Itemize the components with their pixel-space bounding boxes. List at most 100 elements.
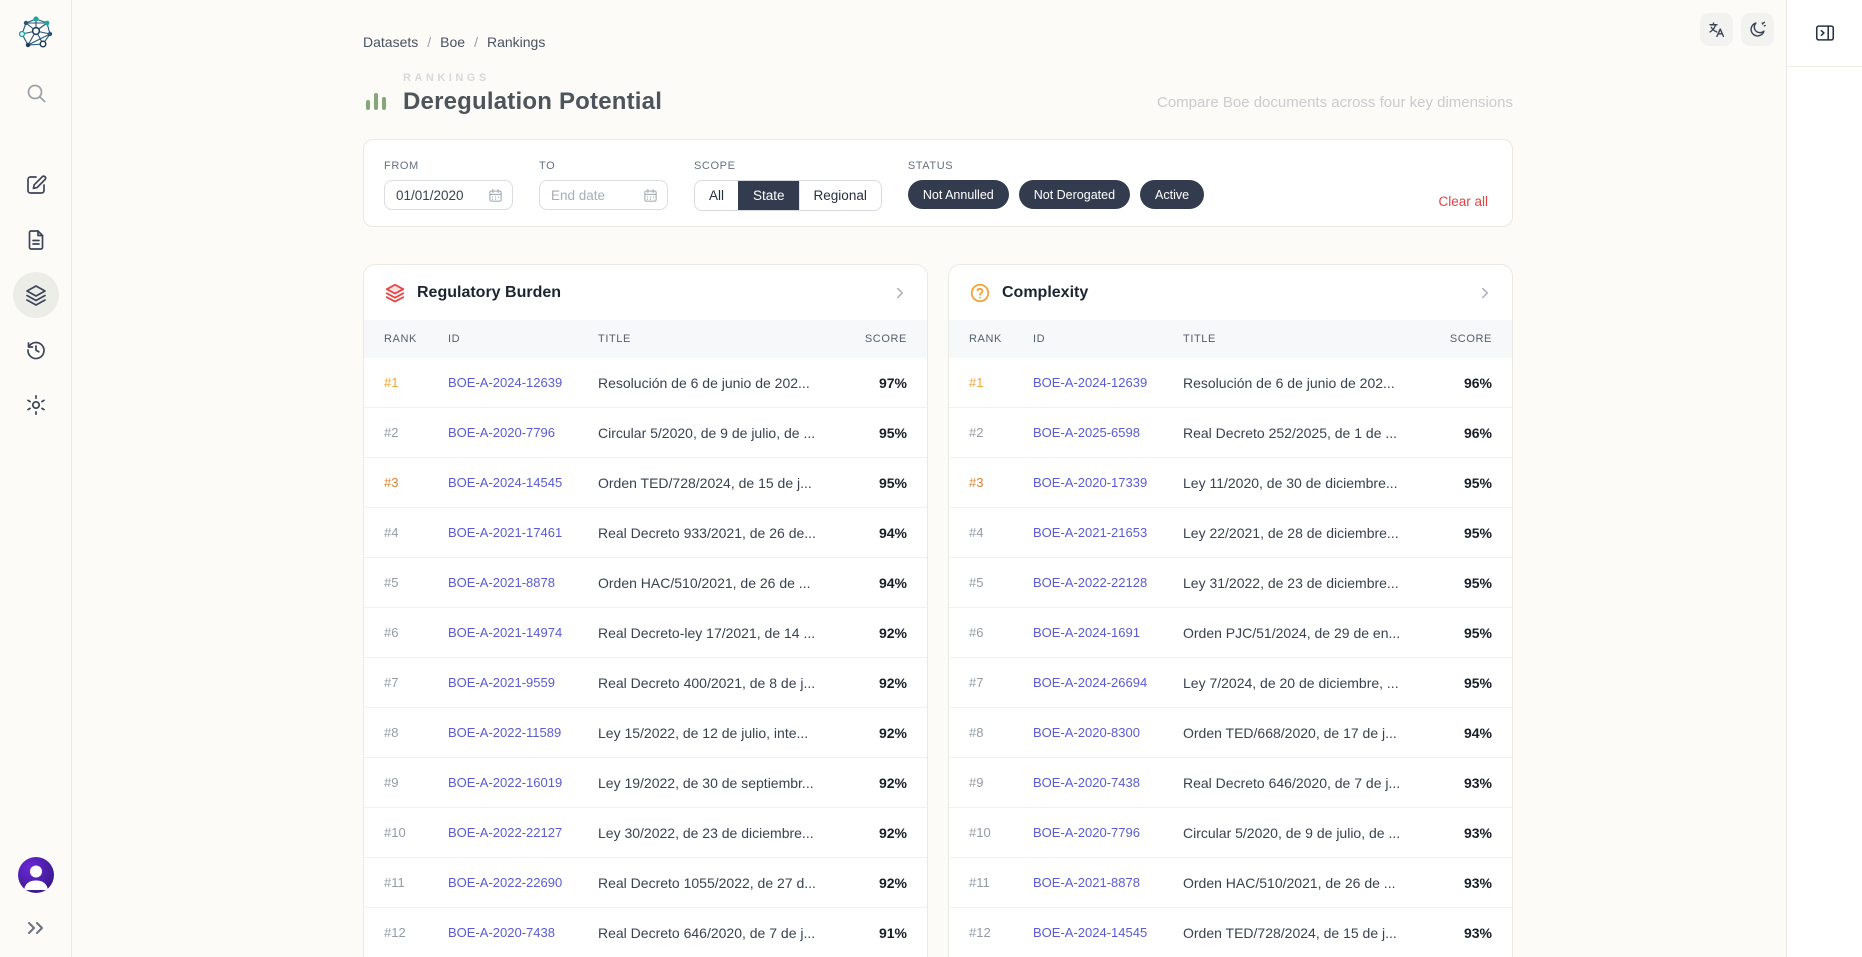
- doc-id-link[interactable]: BOE-A-2024-12639: [448, 375, 563, 390]
- table-row[interactable]: #1 BOE-A-2024-12639 Resolución de 6 de jun…: [949, 358, 1512, 408]
- table-row[interactable]: #7 BOE-A-2024-26694 Ley 7/2024, de 20 de d…: [949, 658, 1512, 708]
- to-date-input[interactable]: End date: [539, 180, 668, 210]
- rank-cell: #1: [969, 375, 984, 390]
- status-chip-active[interactable]: Active: [1140, 180, 1205, 209]
- doc-id-link[interactable]: BOE-A-2022-11589: [448, 725, 562, 740]
- table-row[interactable]: #12 BOE-A-2024-14545 Orden TED/728/2024, d…: [949, 908, 1512, 957]
- table-row[interactable]: #4 BOE-A-2021-17461 Real Decreto 933/2021,…: [364, 508, 927, 558]
- rank-cell: #2: [384, 425, 399, 440]
- score-cell: 92%: [878, 624, 907, 641]
- doc-title-cell: Circular 5/2020, de 9 de julio, de ...: [598, 424, 816, 441]
- doc-id-link[interactable]: BOE-A-2021-21653: [1033, 525, 1148, 540]
- panel-right-toggle-icon[interactable]: [1814, 22, 1836, 44]
- table-row[interactable]: #5 BOE-A-2021-8878 Orden HAC/510/2021, de …: [364, 558, 927, 608]
- doc-id-link[interactable]: BOE-A-2025-6598: [1033, 425, 1140, 440]
- table-row[interactable]: #6 BOE-A-2021-14974 Real Decreto-ley 17/20…: [364, 608, 927, 658]
- rank-cell: #5: [969, 575, 984, 590]
- card-title: Regulatory Burden: [417, 283, 562, 301]
- doc-id-link[interactable]: BOE-A-2022-16019: [448, 775, 563, 790]
- rank-cell: #10: [969, 825, 991, 840]
- table-row[interactable]: #2 BOE-A-2025-6598 Real Decreto 252/2025, …: [949, 408, 1512, 458]
- doc-id-link[interactable]: BOE-A-2021-8878: [448, 575, 555, 590]
- doc-id-link[interactable]: BOE-A-2022-22690: [448, 875, 563, 890]
- table-row[interactable]: #7 BOE-A-2021-9559 Real Decreto 400/2021, …: [364, 658, 927, 708]
- from-date-input[interactable]: 01/01/2020: [384, 180, 513, 210]
- table-row[interactable]: #6 BOE-A-2024-1691 Orden PJC/51/2024, de 2…: [949, 608, 1512, 658]
- rank-cell: #9: [969, 775, 984, 790]
- table-row[interactable]: #8 BOE-A-2022-11589 Ley 15/2022, de 12 de …: [364, 708, 927, 758]
- doc-id-link[interactable]: BOE-A-2020-8300: [1033, 725, 1140, 740]
- doc-id-link[interactable]: BOE-A-2022-22128: [1033, 575, 1148, 590]
- bar-chart-icon: [363, 86, 390, 113]
- rank-cell: #8: [969, 725, 984, 740]
- calendar-icon[interactable]: [643, 188, 658, 203]
- status-chip-not-annulled[interactable]: Not Annulled: [907, 180, 1009, 209]
- double-chevron-right-icon[interactable]: [25, 919, 47, 937]
- doc-id-link[interactable]: BOE-A-2020-7438: [448, 925, 555, 940]
- score-cell: 93%: [1463, 824, 1492, 841]
- doc-title-cell: Ley 11/2020, de 30 de diciembre...: [1183, 474, 1398, 491]
- score-cell: 95%: [1463, 574, 1492, 591]
- table-row[interactable]: #8 BOE-A-2020-8300 Orden TED/668/2020, de …: [949, 708, 1512, 758]
- table-row[interactable]: #10 BOE-A-2022-22127 Ley 30/2022, de 23 de…: [364, 808, 927, 858]
- search-icon[interactable]: [13, 70, 59, 116]
- doc-title-cell: Ley 30/2022, de 23 de diciembre...: [598, 824, 814, 841]
- table-row[interactable]: #1 BOE-A-2024-12639 Resolución de 6 de jun…: [364, 358, 927, 408]
- table-row[interactable]: #5 BOE-A-2022-22128 Ley 31/2022, de 23 de …: [949, 558, 1512, 608]
- chevron-right-icon[interactable]: [891, 284, 909, 302]
- history-icon[interactable]: [13, 327, 59, 373]
- breadcrumb-datasets[interactable]: Datasets: [363, 34, 419, 50]
- column-id: ID: [1033, 333, 1046, 345]
- table-row[interactable]: #10 BOE-A-2020-7796 Circular 5/2020, de 9 …: [949, 808, 1512, 858]
- calendar-icon[interactable]: [488, 188, 503, 203]
- doc-id-link[interactable]: BOE-A-2024-26694: [1033, 675, 1148, 690]
- scope-option-state[interactable]: State: [738, 181, 799, 210]
- doc-id-link[interactable]: BOE-A-2024-12639: [1033, 375, 1148, 390]
- status-group: STATUS Not Annulled Not Derogated Active: [907, 160, 1205, 209]
- breadcrumb-boe[interactable]: Boe: [440, 34, 466, 50]
- table-row[interactable]: #11 BOE-A-2021-8878 Orden HAC/510/2021, de…: [949, 858, 1512, 908]
- app-logo-network-icon[interactable]: [16, 12, 56, 52]
- main-area: Datasets / Boe / Rankings RANKINGS Dereg…: [72, 0, 1786, 957]
- score-cell: 94%: [1463, 724, 1492, 741]
- table-row[interactable]: #9 BOE-A-2020-7438 Real Decreto 646/2020, …: [949, 758, 1512, 808]
- user-avatar[interactable]: [17, 857, 54, 893]
- chevron-right-icon[interactable]: [1476, 284, 1494, 302]
- clear-all-button[interactable]: Clear all: [1438, 194, 1488, 209]
- scope-option-regional[interactable]: Regional: [798, 181, 881, 210]
- card-header: Complexity: [949, 265, 1512, 320]
- rank-cell: #6: [384, 625, 399, 640]
- table-row[interactable]: #12 BOE-A-2020-7438 Real Decreto 646/2020,…: [364, 908, 927, 957]
- auto-dark-mode-icon[interactable]: [1741, 13, 1774, 46]
- settings-gear-icon[interactable]: [13, 382, 59, 428]
- doc-id-link[interactable]: BOE-A-2020-17339: [1033, 475, 1148, 490]
- doc-id-link[interactable]: BOE-A-2021-14974: [448, 625, 563, 640]
- page-title: Deregulation Potential: [403, 88, 663, 115]
- document-icon[interactable]: [13, 217, 59, 263]
- doc-id-link[interactable]: BOE-A-2020-7796: [448, 425, 555, 440]
- table-row[interactable]: #3 BOE-A-2024-14545 Orden TED/728/2024, de…: [364, 458, 927, 508]
- doc-id-link[interactable]: BOE-A-2024-14545: [1033, 925, 1148, 940]
- table-row[interactable]: #3 BOE-A-2020-17339 Ley 11/2020, de 30 de …: [949, 458, 1512, 508]
- table-row[interactable]: #2 BOE-A-2020-7796 Circular 5/2020, de 9 d…: [364, 408, 927, 458]
- status-chip-not-derogated[interactable]: Not Derogated: [1018, 180, 1131, 209]
- doc-id-link[interactable]: BOE-A-2021-17461: [448, 525, 563, 540]
- rank-cell: #2: [969, 425, 984, 440]
- page-eyebrow: RANKINGS: [403, 72, 490, 84]
- layers-icon[interactable]: [12, 272, 59, 318]
- scope-option-all[interactable]: All: [695, 181, 739, 210]
- doc-id-link[interactable]: BOE-A-2021-8878: [1033, 875, 1140, 890]
- doc-id-link[interactable]: BOE-A-2020-7438: [1033, 775, 1140, 790]
- compose-icon[interactable]: [13, 162, 59, 208]
- table-row[interactable]: #4 BOE-A-2021-21653 Ley 22/2021, de 28 de …: [949, 508, 1512, 558]
- doc-id-link[interactable]: BOE-A-2021-9559: [448, 675, 555, 690]
- doc-id-link[interactable]: BOE-A-2024-1691: [1033, 625, 1140, 640]
- table-row[interactable]: #11 BOE-A-2022-22690 Real Decreto 1055/202…: [364, 858, 927, 908]
- rank-cell: #10: [384, 825, 406, 840]
- doc-id-link[interactable]: BOE-A-2022-22127: [448, 825, 563, 840]
- table-row[interactable]: #9 BOE-A-2022-16019 Ley 19/2022, de 30 de …: [364, 758, 927, 808]
- score-cell: 92%: [878, 724, 907, 741]
- doc-id-link[interactable]: BOE-A-2024-14545: [448, 475, 563, 490]
- translate-icon[interactable]: [1700, 13, 1733, 46]
- doc-id-link[interactable]: BOE-A-2020-7796: [1033, 825, 1140, 840]
